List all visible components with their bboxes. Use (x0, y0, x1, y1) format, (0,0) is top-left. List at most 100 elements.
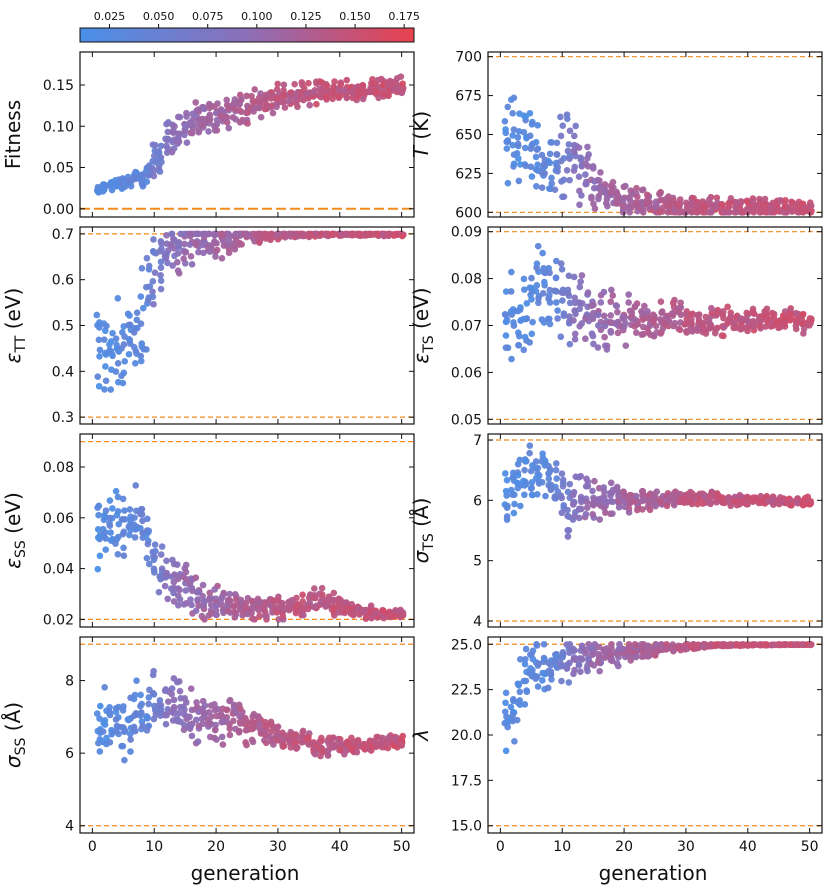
data-point (606, 651, 614, 658)
data-point (317, 737, 325, 745)
data-point (127, 736, 134, 743)
data-point (100, 516, 108, 524)
data-point (597, 299, 605, 306)
data-point (183, 109, 190, 117)
data-point (674, 644, 682, 651)
data-point (713, 490, 721, 497)
data-point (603, 346, 611, 353)
data-point (109, 329, 116, 337)
data-point (106, 703, 113, 711)
data-point (119, 530, 127, 538)
data-point (138, 505, 146, 513)
data-point (341, 231, 349, 238)
data-point (545, 462, 552, 470)
data-point (353, 748, 361, 756)
data-point (513, 716, 521, 724)
y-tick-label: 0.09 (451, 225, 482, 241)
data-point (558, 509, 566, 517)
data-point (694, 500, 701, 508)
data-point (150, 249, 158, 256)
colorbar-tick-label: 0.100 (241, 10, 273, 23)
data-point (157, 705, 164, 712)
data-point (800, 330, 807, 337)
x-tick-label: 0 (496, 839, 505, 855)
data-point (516, 456, 524, 464)
data-point (576, 305, 584, 313)
data-point (379, 734, 386, 742)
data-point (799, 310, 807, 318)
data-point (225, 236, 233, 244)
data-point (653, 488, 661, 496)
data-point (575, 514, 583, 522)
data-point (303, 735, 311, 743)
data-point (119, 516, 127, 523)
data-point (644, 644, 651, 651)
data-point (596, 516, 604, 523)
data-point (657, 298, 665, 305)
data-point (806, 202, 814, 210)
data-point (749, 641, 756, 648)
data-point (779, 312, 787, 319)
data-point (94, 727, 102, 735)
data-point (669, 643, 676, 651)
data-point (576, 283, 584, 291)
data-point (513, 150, 521, 157)
data-point (501, 708, 509, 716)
y-tick-label: 0.3 (52, 410, 74, 426)
data-point (223, 113, 230, 121)
data-point (96, 353, 103, 360)
data-point (144, 296, 152, 304)
data-point (590, 340, 597, 348)
data-point (102, 507, 110, 514)
data-point (526, 109, 534, 117)
data-point (223, 119, 231, 126)
scatter-points (501, 640, 815, 755)
data-point (609, 292, 617, 299)
data-point (182, 699, 190, 706)
data-point (584, 667, 591, 675)
y-axis-title: Fitness (1, 100, 25, 169)
data-point (126, 312, 133, 319)
data-point (187, 685, 195, 692)
y-tick-label: 15.0 (451, 819, 482, 835)
data-point (126, 531, 133, 539)
data-point (504, 103, 512, 111)
data-point (115, 730, 122, 738)
data-point (96, 346, 104, 354)
data-point (557, 113, 564, 121)
data-point (644, 314, 652, 322)
data-point (124, 716, 132, 723)
data-point (359, 95, 367, 103)
data-point (273, 86, 281, 93)
y-tick-label: 700 (455, 50, 482, 66)
data-point (150, 565, 158, 573)
data-point (585, 151, 592, 158)
data-point (626, 196, 634, 204)
data-point (553, 475, 561, 482)
data-point (663, 645, 671, 653)
data-point (652, 642, 660, 649)
data-point (582, 315, 589, 323)
data-point (507, 288, 515, 295)
data-point (127, 182, 135, 190)
data-point (261, 608, 269, 616)
data-point (515, 127, 523, 135)
data-point (743, 309, 750, 317)
data-point (520, 128, 528, 136)
y-tick-label: 0.06 (43, 511, 74, 527)
data-point (619, 645, 626, 653)
data-point (212, 602, 220, 610)
data-point (94, 565, 102, 573)
data-point (558, 677, 565, 685)
data-point (528, 121, 536, 128)
data-point (503, 492, 510, 499)
x-axis-title-right: generation (599, 861, 708, 885)
data-point (212, 253, 219, 260)
data-point (188, 601, 195, 609)
data-point (176, 596, 184, 603)
data-point (527, 664, 534, 672)
data-point (711, 325, 719, 333)
data-point (521, 333, 529, 341)
data-point (541, 278, 548, 286)
data-point (170, 710, 178, 717)
